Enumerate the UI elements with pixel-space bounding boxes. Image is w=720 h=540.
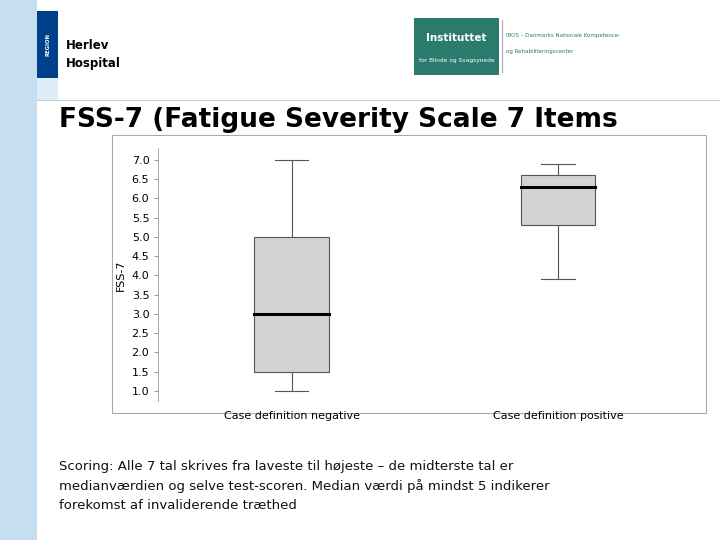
Y-axis label: FSS-7: FSS-7 [116, 260, 126, 291]
Bar [521, 176, 595, 225]
Text: REGION: REGION [45, 33, 50, 56]
Text: og Rehabiliteringscenter: og Rehabiliteringscenter [506, 49, 573, 54]
Bar [414, 18, 499, 75]
Text: FSS-7 (Fatigue Severity Scale 7 Items: FSS-7 (Fatigue Severity Scale 7 Items [59, 107, 618, 133]
Bar [254, 237, 329, 372]
Bar [0, 0, 37, 540]
Bar [37, 78, 58, 100]
Text: Herlev: Herlev [66, 39, 109, 52]
Text: Hospital: Hospital [66, 57, 121, 70]
Text: for Blinde og Svagsynede: for Blinde og Svagsynede [418, 58, 495, 63]
Text: Scoring: Alle 7 tal skrives fra laveste til højeste – de midterste tal er
median: Scoring: Alle 7 tal skrives fra laveste … [59, 460, 549, 512]
Text: IBOS – Danmarks Nationale Kompetence-: IBOS – Danmarks Nationale Kompetence- [506, 32, 621, 38]
Bar [112, 135, 706, 413]
Bar [37, 11, 58, 78]
Text: Instituttet: Instituttet [426, 32, 487, 43]
